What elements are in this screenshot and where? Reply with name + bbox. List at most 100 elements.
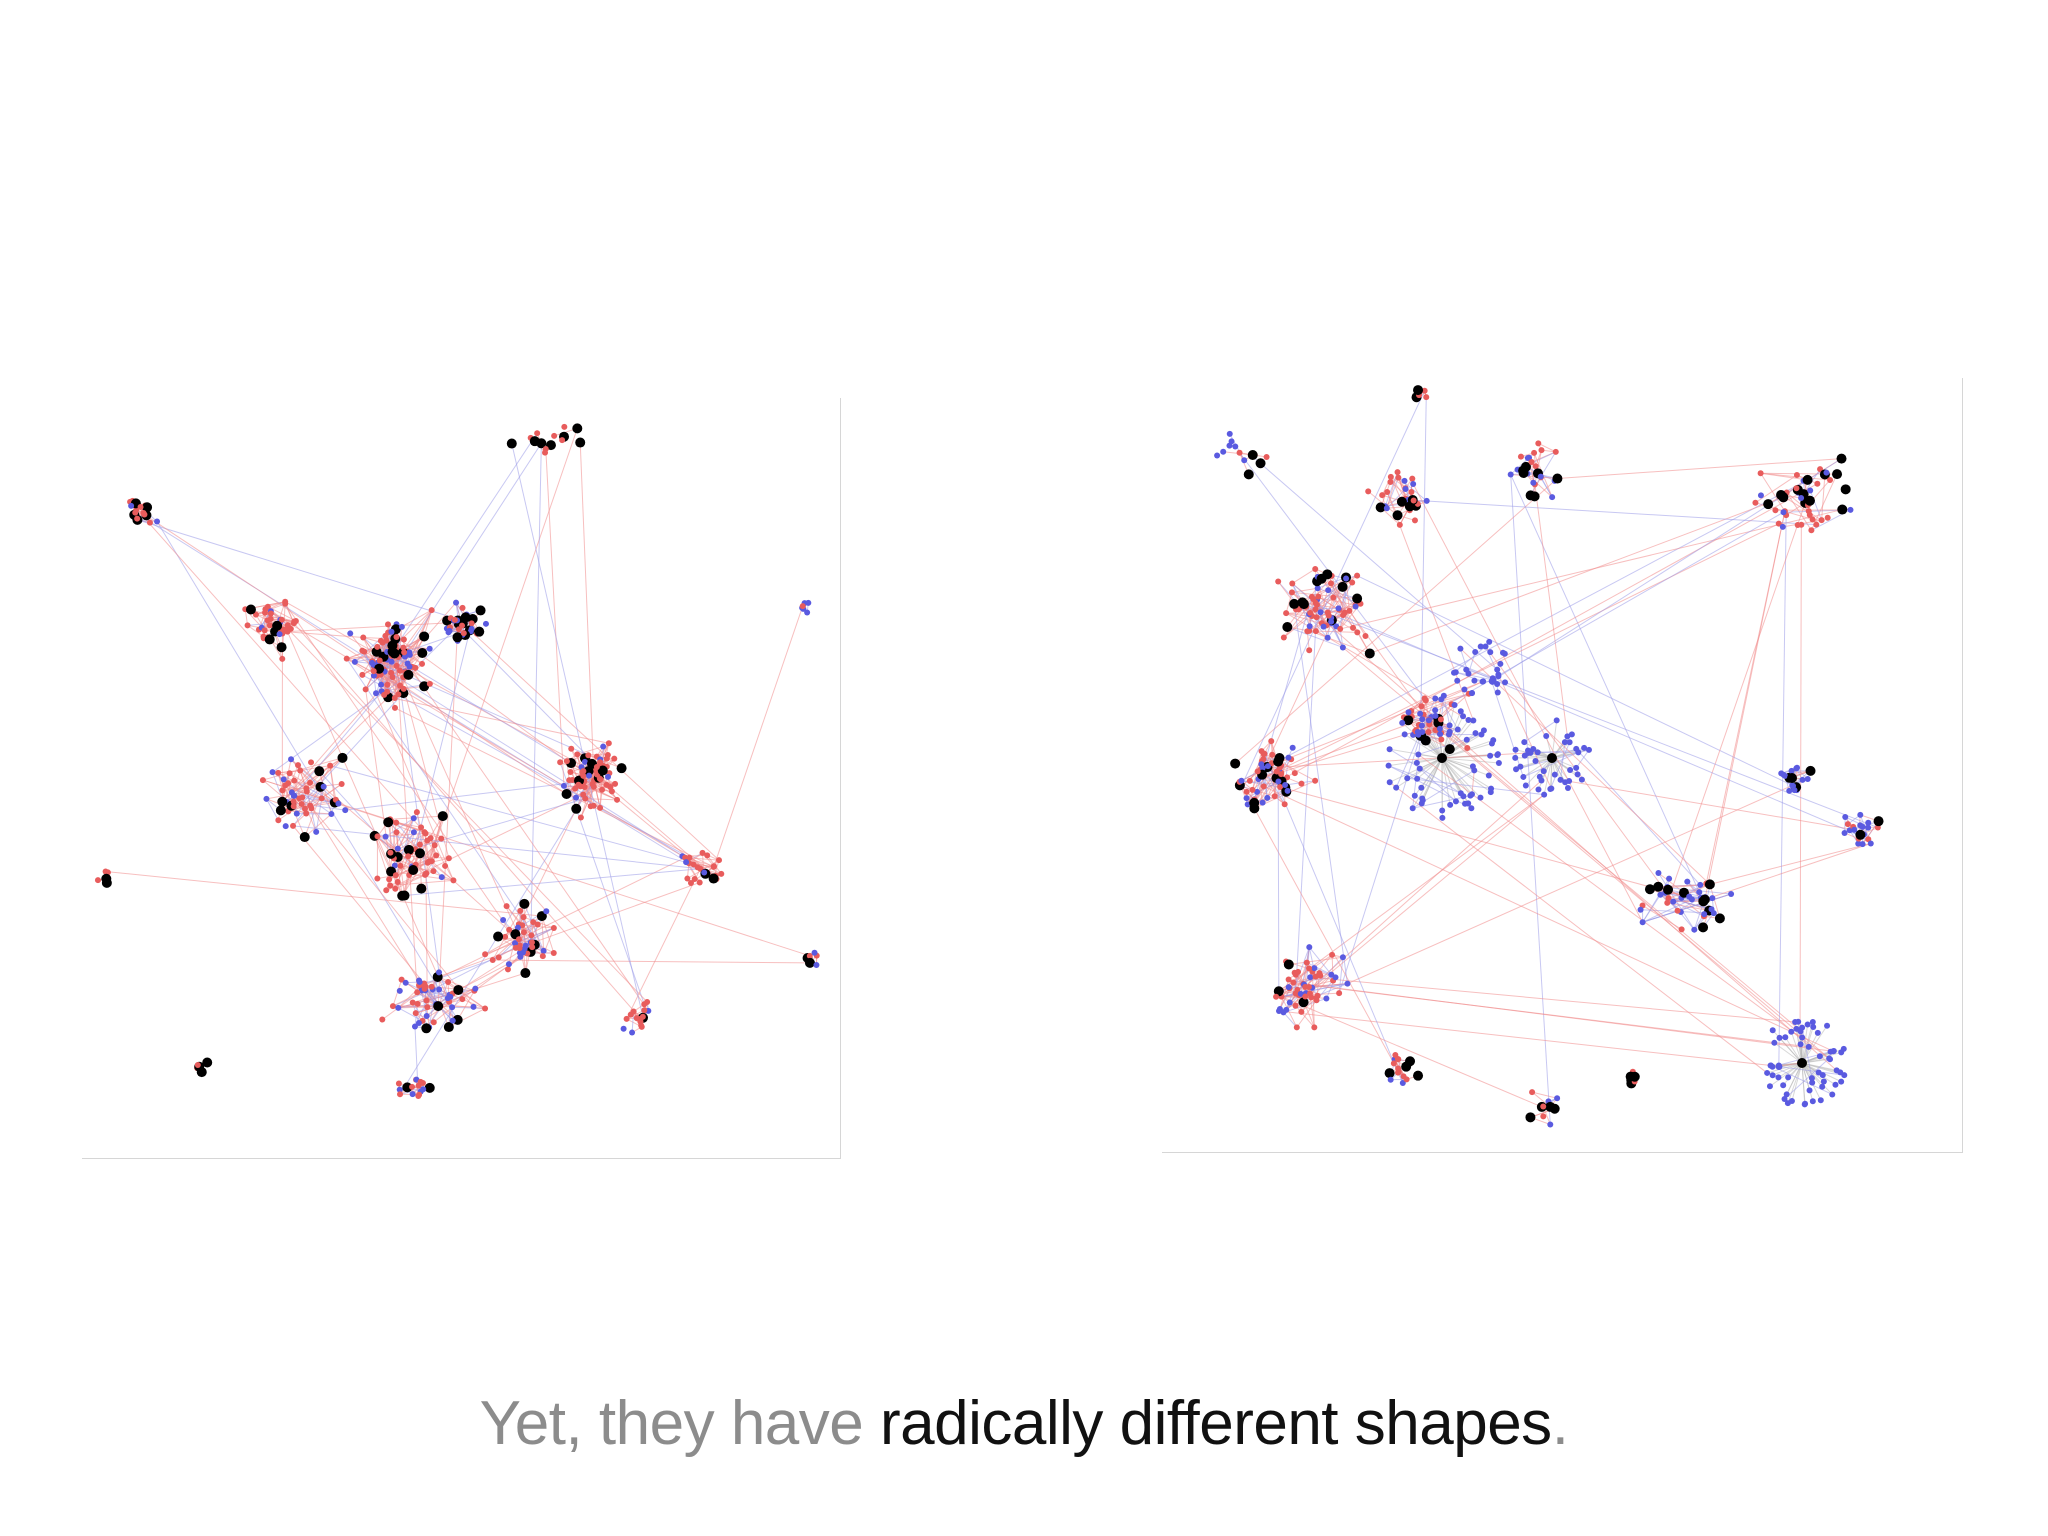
left-edge xyxy=(284,603,521,946)
right-node-blue xyxy=(1439,807,1446,814)
left-node-blue xyxy=(482,620,489,627)
right-node-blue xyxy=(1264,763,1271,770)
right-node-red xyxy=(1305,983,1312,990)
right-edge xyxy=(1510,474,1558,480)
right-node-red xyxy=(1330,594,1337,601)
right-node-blue xyxy=(1697,881,1704,888)
left-node-blue xyxy=(280,776,287,783)
right-edge xyxy=(1310,976,1796,1023)
right-edge xyxy=(1540,451,1557,477)
left-node-red xyxy=(561,423,568,430)
left-node-red xyxy=(566,777,573,784)
right-node-red xyxy=(1354,629,1361,636)
left-node-black xyxy=(708,873,719,884)
right-node-blue xyxy=(1445,731,1452,738)
right-node-blue xyxy=(1553,717,1560,724)
right-node-blue xyxy=(1457,790,1464,797)
left-node-red xyxy=(386,876,393,883)
right-node-blue xyxy=(1410,480,1417,487)
right-node-red xyxy=(1312,973,1319,980)
right-node-blue xyxy=(1536,773,1543,780)
right-edge xyxy=(1330,583,1371,654)
right-node-red xyxy=(1552,448,1559,455)
left-node-black xyxy=(299,832,310,843)
right-node-blue xyxy=(1709,895,1716,902)
right-node-blue xyxy=(1485,772,1492,779)
left-node-red xyxy=(194,1062,201,1069)
left-node-red xyxy=(395,691,402,698)
right-node-red xyxy=(1281,801,1288,808)
right-node-red xyxy=(1316,970,1323,977)
right-node-black xyxy=(1289,598,1300,609)
right-node-blue xyxy=(1806,1087,1813,1094)
right-edge xyxy=(1262,752,1529,769)
left-node-blue xyxy=(347,630,354,637)
left-edge xyxy=(412,1002,430,1028)
left-edge xyxy=(265,608,717,877)
right-node-red xyxy=(1421,387,1428,394)
left-node-red xyxy=(614,796,621,803)
right-node-red xyxy=(1464,744,1471,751)
right-node-blue xyxy=(1457,645,1464,652)
right-edge xyxy=(1340,509,1843,630)
right-node-blue xyxy=(1478,731,1485,738)
right-node-blue xyxy=(1786,787,1793,794)
right-node-blue xyxy=(1804,775,1811,782)
left-node-blue xyxy=(394,845,401,852)
right-node-blue xyxy=(1799,1034,1806,1041)
right-edge xyxy=(1311,971,1315,1028)
right-node-blue xyxy=(1436,725,1443,732)
left-edge xyxy=(105,870,542,917)
left-node-red xyxy=(275,817,282,824)
right-node-red xyxy=(1312,599,1319,606)
right-node-blue xyxy=(1386,746,1393,753)
left-edge xyxy=(511,443,644,1017)
right-node-blue xyxy=(1527,749,1534,756)
left-node-red xyxy=(451,616,458,623)
right-node-red xyxy=(1529,1089,1536,1096)
left-node-red xyxy=(393,829,400,836)
right-node-blue xyxy=(1226,430,1233,437)
right-node-blue xyxy=(1486,638,1493,645)
right-node-red xyxy=(1254,768,1261,775)
right-edge xyxy=(1790,1031,1803,1064)
network-graph-right xyxy=(1162,378,1963,1153)
left-node-blue xyxy=(517,953,524,960)
right-node-blue xyxy=(1432,707,1439,714)
right-node-blue xyxy=(1568,731,1575,738)
left-edge xyxy=(408,855,449,859)
left-node-black xyxy=(616,763,627,774)
right-node-blue xyxy=(1297,990,1304,997)
right-node-blue xyxy=(1276,1008,1283,1015)
right-edge xyxy=(1279,988,1291,1010)
left-node-red xyxy=(391,695,398,702)
right-edge xyxy=(1295,599,1318,994)
left-edge xyxy=(425,997,449,1029)
right-node-black xyxy=(1375,502,1386,513)
right-node-blue xyxy=(1306,944,1313,951)
right-node-red xyxy=(1269,751,1276,758)
right-edge xyxy=(1283,597,1334,638)
left-node-red xyxy=(597,804,604,811)
left-node-red xyxy=(384,681,391,688)
left-node-blue xyxy=(436,986,443,993)
left-node-red xyxy=(392,872,399,879)
right-node-black xyxy=(1840,484,1851,495)
left-node-blue xyxy=(813,961,820,968)
left-node-red xyxy=(502,933,509,940)
left-node-blue xyxy=(402,979,409,986)
left-node-black xyxy=(536,911,547,922)
left-node-red xyxy=(423,870,430,877)
right-node-black xyxy=(1525,490,1536,501)
right-edge xyxy=(1538,442,1557,453)
right-node-blue xyxy=(1775,1074,1782,1081)
left-node-red xyxy=(459,996,466,1003)
left-edge xyxy=(375,693,454,881)
left-node-red xyxy=(430,868,437,875)
right-node-blue xyxy=(1785,1074,1792,1081)
right-node-blue xyxy=(1470,717,1477,724)
left-node-red xyxy=(400,685,407,692)
right-node-blue xyxy=(1386,779,1393,786)
right-node-blue xyxy=(1865,819,1872,826)
left-node-red xyxy=(393,819,400,826)
